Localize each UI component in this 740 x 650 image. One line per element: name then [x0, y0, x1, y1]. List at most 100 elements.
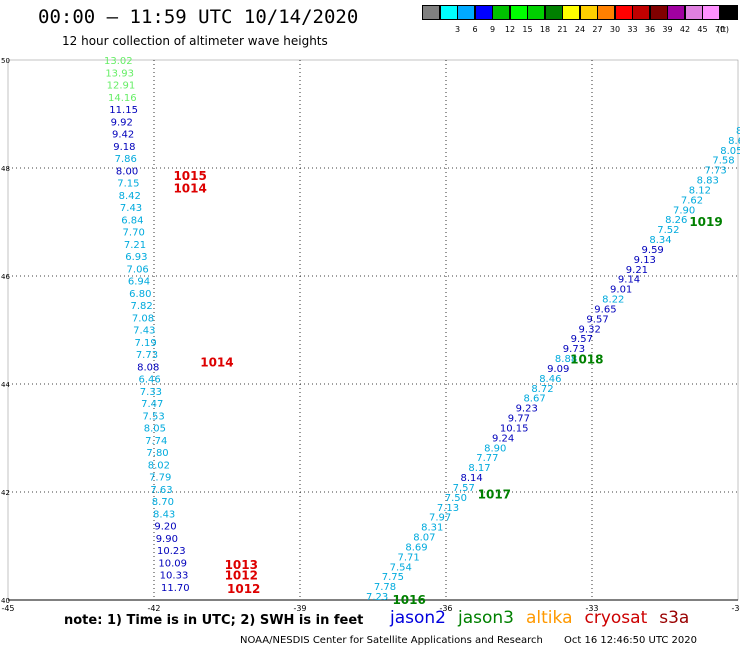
wave-height-value: 8.70 — [152, 497, 174, 508]
altimeter-track-west: 13.0213.9312.9114.1611.159.929.429.187.8… — [104, 56, 190, 594]
legend-unit: (ft) — [717, 25, 730, 34]
wave-height-value: 8.43 — [153, 509, 175, 520]
legend-label: 70 — [714, 25, 726, 34]
wave-height-value: 7.57 — [453, 483, 475, 494]
generated-date: Oct 16 12:46:50 UTC 2020 — [564, 635, 697, 646]
wave-height-value: 9.01 — [610, 285, 632, 296]
wave-height-value: 8.17 — [468, 463, 490, 474]
legend-label: 21 — [557, 25, 568, 34]
wave-height-value: 9.90 — [156, 534, 178, 545]
legend-label: 36 — [644, 25, 656, 34]
wave-height-value: 7.33 — [140, 387, 162, 398]
axis-labels: 50 48 46 44 42 40-45 -42 -39 -36 -33 -30 — [1, 57, 740, 613]
pressure-value: 1014 — [200, 355, 233, 369]
wave-height-value: 8.34 — [649, 235, 671, 246]
wave-height-value: 7.47 — [141, 399, 163, 410]
wave-height-value: 8.64 — [728, 136, 740, 147]
wave-height-value: 9.14 — [618, 275, 640, 286]
legend-label: 30 — [609, 25, 621, 34]
page-title: 00:00 – 11:59 UTC 10/14/2020 — [38, 6, 359, 28]
wave-height-value: 7.53 — [142, 411, 164, 422]
wave-height-value: 7.73 — [136, 350, 158, 361]
wave-height-value: 8.22 — [602, 295, 624, 306]
wave-height-value: 9.92 — [111, 117, 133, 128]
wave-height-value: 7.19 — [134, 338, 156, 349]
wave-height-value: 8.05 — [720, 146, 740, 157]
wave-height-value: 7.70 — [123, 228, 145, 239]
wave-height-value: 7.97 — [429, 513, 451, 524]
wave-height-value: 7.21 — [124, 240, 146, 251]
lat-tick-label: 48 — [1, 165, 10, 173]
wave-height-value: 7.50 — [445, 493, 467, 504]
wave-height-value: 9.20 — [154, 522, 176, 533]
wave-height-value: 9.57 — [571, 334, 593, 345]
legend-label: 9 — [489, 25, 496, 34]
wave-height-value: 6.84 — [121, 215, 143, 226]
wave-height-value: 7.58 — [712, 156, 734, 167]
legend-swatch — [719, 5, 738, 20]
pressure-value: 1015 — [173, 169, 206, 183]
pressure-value: 1014 — [173, 182, 206, 196]
wave-height-value: 8.90 — [484, 443, 506, 454]
wave-height-value: 7.06 — [127, 264, 149, 275]
wave-height-value: 8.67 — [523, 394, 545, 405]
satellite-name: altika — [526, 608, 573, 628]
wave-height-value: 9.24 — [492, 433, 514, 444]
wave-height-value: 8.31 — [421, 523, 443, 534]
wave-height-value: 10.09 — [158, 558, 187, 569]
wave-height-value: 6.80 — [129, 289, 151, 300]
credit-text: NOAA/NESDIS Center for Satellite Applica… — [240, 635, 543, 646]
legend-label: 6 — [472, 25, 478, 34]
pressure-value: 1012 — [227, 582, 260, 596]
lat-tick-label: 50 — [1, 57, 10, 65]
wave-height-value: 9.77 — [508, 414, 530, 425]
lon-tick-label: -45 — [1, 604, 14, 613]
wave-height-value: 11.15 — [109, 105, 138, 116]
wave-height-value: 7.54 — [390, 562, 412, 573]
wave-height-value: 9.32 — [579, 324, 601, 335]
pressure-value: 1013 — [225, 558, 258, 572]
wave-height-value: 9.18 — [113, 142, 135, 153]
altimeter-track-east: 7.237.787.757.547.718.698.078.317.977.13… — [366, 126, 740, 603]
wave-height-value: 8.42 — [119, 191, 141, 202]
wave-height-value: 7.79 — [149, 473, 171, 484]
map-grid — [7, 59, 739, 601]
wave-height-value: 8.88 — [555, 354, 577, 365]
wave-height-value: 9.09 — [547, 364, 569, 375]
wave-height-value: 7.62 — [681, 195, 703, 206]
wave-height-value: 9.73 — [563, 344, 585, 355]
wave-height-value: 9.23 — [516, 404, 538, 415]
legend-label: 33 — [627, 25, 638, 34]
wave-height-value: 7.23 — [366, 592, 388, 603]
pressure-value: 1018 — [570, 353, 603, 367]
wave-height-value: 8.72 — [531, 384, 553, 395]
lon-tick-label: -39 — [293, 604, 306, 613]
wave-height-value: 8.08 — [137, 362, 159, 373]
wave-height-value: 8.12 — [689, 185, 711, 196]
page-subtitle: 12 hour collection of altimeter wave hei… — [62, 34, 328, 48]
wave-height-value: 8.69 — [405, 542, 427, 553]
legend-label: 39 — [662, 25, 673, 34]
pressure-value: 1016 — [392, 593, 425, 607]
pressure-value: 1012 — [225, 569, 258, 583]
legend-label: 12 — [504, 25, 516, 34]
wave-height-value: 9.59 — [642, 245, 664, 256]
wave-height-value: 8.14 — [460, 473, 482, 484]
pressure-value: 1017 — [478, 488, 511, 502]
wave-height-value: 7.13 — [437, 503, 459, 514]
wave-height-value: 8.05 — [144, 424, 166, 435]
wave-height-value: 7.43 — [120, 203, 142, 214]
wave-height-value: 13.02 — [104, 56, 133, 67]
legend-label: 18 — [539, 25, 551, 34]
wave-height-value: 7.80 — [146, 448, 168, 459]
wave-height-value: 9.42 — [112, 130, 134, 141]
legend-label: 42 — [679, 25, 691, 34]
wave-height-value: 7.75 — [382, 572, 404, 583]
wave-height-value: 6.46 — [138, 375, 160, 386]
wave-height-value: 9.13 — [634, 255, 656, 266]
credit-line: NOAA/NESDIS Center for Satellite Applica… — [240, 635, 697, 646]
wave-height-value: 11.70 — [161, 583, 190, 594]
wave-height-value: 14.16 — [108, 93, 137, 104]
satellite-name: cryosat — [584, 608, 648, 628]
wave-height-value: 7.08 — [132, 313, 154, 324]
